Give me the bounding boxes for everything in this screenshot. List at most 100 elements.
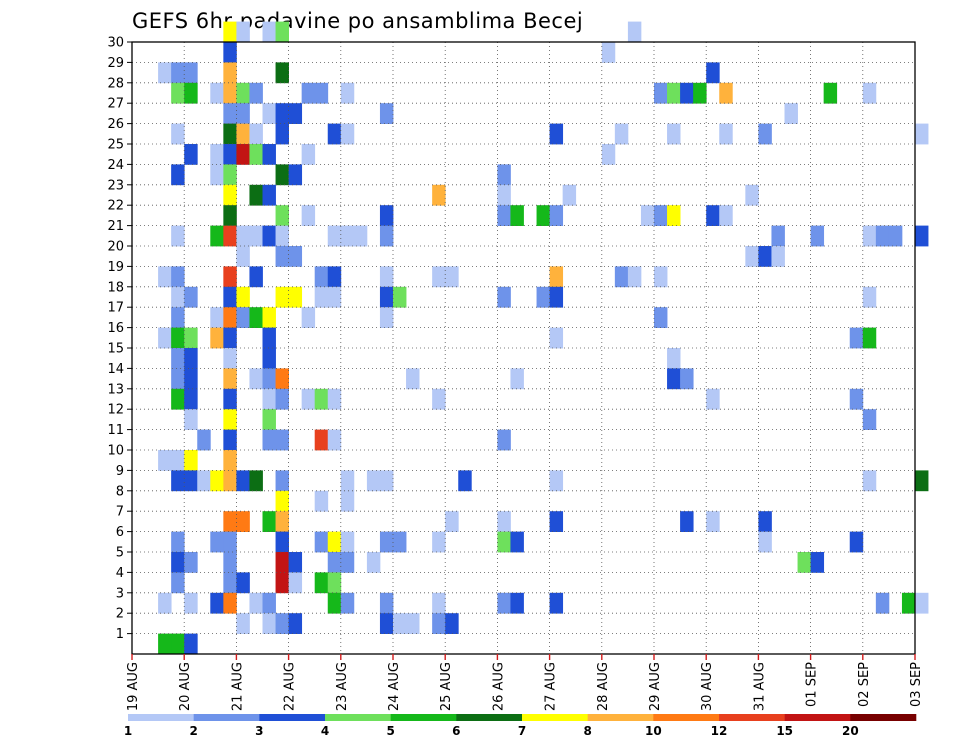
heatmap-cell <box>223 592 237 614</box>
y-tick-label: 1 <box>116 627 124 642</box>
x-tick-label: 24 AUG <box>387 662 402 711</box>
x-tick-label: 22 AUG <box>283 662 298 711</box>
heatmap-cell <box>197 429 211 451</box>
heatmap-cell <box>601 144 616 165</box>
heatmap-cell <box>262 592 276 614</box>
heatmap-cell <box>327 531 342 553</box>
y-tick-label: 11 <box>107 423 124 438</box>
x-tick-label: 19 AUG <box>126 662 141 711</box>
y-tick-label: 29 <box>107 56 124 71</box>
heatmap-cell <box>275 470 289 492</box>
y-tick-label: 6 <box>116 525 124 540</box>
heatmap-cell <box>171 225 185 247</box>
heatmap-cell <box>432 613 446 634</box>
x-tick-label: 21 AUG <box>230 662 245 711</box>
heatmap-cell <box>875 592 890 614</box>
heatmap-cell <box>497 184 511 206</box>
heatmap-cell <box>223 348 237 369</box>
heatmap-cell <box>262 307 276 328</box>
heatmap-cell <box>340 592 355 614</box>
heatmap-cell <box>849 388 864 410</box>
y-tick-label: 16 <box>107 321 124 336</box>
heatmap-cell <box>210 531 224 553</box>
heatmap-cell <box>627 266 642 288</box>
heatmap-cell <box>262 327 276 349</box>
heatmap-cell <box>458 470 472 492</box>
legend-swatch <box>850 714 917 721</box>
heatmap-cell <box>236 21 250 43</box>
heatmap-cell <box>249 82 263 104</box>
heatmap-cell <box>327 552 342 573</box>
heatmap-cell <box>693 82 707 104</box>
heatmap-cell <box>340 82 355 104</box>
heatmap-cell <box>393 286 407 308</box>
heatmap-cell <box>236 511 250 532</box>
heatmap-cell <box>210 144 224 165</box>
y-tick-label: 10 <box>107 444 124 459</box>
heatmap-cell <box>340 470 355 492</box>
heatmap-cell <box>915 123 929 145</box>
x-tick-label: 26 AUG <box>491 662 506 711</box>
heatmap-cell <box>184 348 198 369</box>
heatmap-cell <box>862 409 877 430</box>
heatmap-cell <box>849 531 864 553</box>
heatmap-cell <box>262 511 276 532</box>
heatmap-cell <box>379 225 394 247</box>
heatmap-cell <box>536 286 550 308</box>
heatmap-cell <box>223 511 237 532</box>
heatmap-cell <box>223 531 237 553</box>
heatmap-cell <box>810 552 825 573</box>
heatmap-cell <box>249 266 263 288</box>
heatmap-cell <box>275 368 289 390</box>
heatmap-cell <box>719 205 733 226</box>
y-tick-label: 7 <box>116 505 124 520</box>
legend-label: 10 <box>645 724 662 738</box>
heatmap-cell <box>432 266 446 288</box>
heatmap-cell <box>654 266 668 288</box>
heatmap-cell <box>275 388 289 410</box>
heatmap-cell <box>862 82 877 104</box>
heatmap-cell <box>171 531 185 553</box>
heatmap-cell <box>249 307 263 328</box>
heatmap-cell <box>288 572 303 594</box>
heatmap-cell <box>275 205 289 226</box>
heatmap-cell <box>184 592 198 614</box>
heatmap-cell <box>158 592 172 614</box>
legend-swatch <box>325 714 391 721</box>
heatmap-cell <box>432 531 446 553</box>
heatmap-cell <box>288 103 303 124</box>
heatmap-cell <box>275 164 289 186</box>
heatmap-cell <box>236 572 250 594</box>
heatmap-cell <box>262 368 276 390</box>
heatmap-cell <box>236 225 250 247</box>
heatmap-cell <box>549 286 564 308</box>
heatmap-cell <box>223 205 237 226</box>
y-tick-label: 19 <box>107 260 124 275</box>
heatmap-cell <box>288 164 303 186</box>
heatmap-cell <box>301 82 316 104</box>
y-tick-label: 23 <box>107 178 124 193</box>
y-tick-label: 8 <box>116 484 124 499</box>
heatmap-cell <box>379 205 394 226</box>
heatmap-cell <box>862 225 877 247</box>
y-tick-label: 15 <box>107 342 124 357</box>
heatmap-cell <box>171 286 185 308</box>
heatmap-cell <box>171 164 185 186</box>
heatmap-cell <box>601 42 616 63</box>
heatmap-cell <box>223 21 237 43</box>
heatmap-cell <box>262 225 276 247</box>
heatmap-cell <box>667 82 681 104</box>
heatmap-cell <box>549 266 564 288</box>
heatmap-cell <box>184 62 198 84</box>
legend-swatch <box>653 714 720 721</box>
heatmap-cell <box>223 552 237 573</box>
y-tick-label: 27 <box>107 97 124 112</box>
heatmap-cell <box>745 246 759 267</box>
heatmap-cell <box>171 266 185 288</box>
legend-swatch <box>259 714 326 721</box>
heatmap-cell <box>171 368 185 390</box>
heatmap-cell <box>262 103 276 124</box>
heatmap-cell <box>667 205 681 226</box>
heatmap-cell <box>301 307 316 328</box>
